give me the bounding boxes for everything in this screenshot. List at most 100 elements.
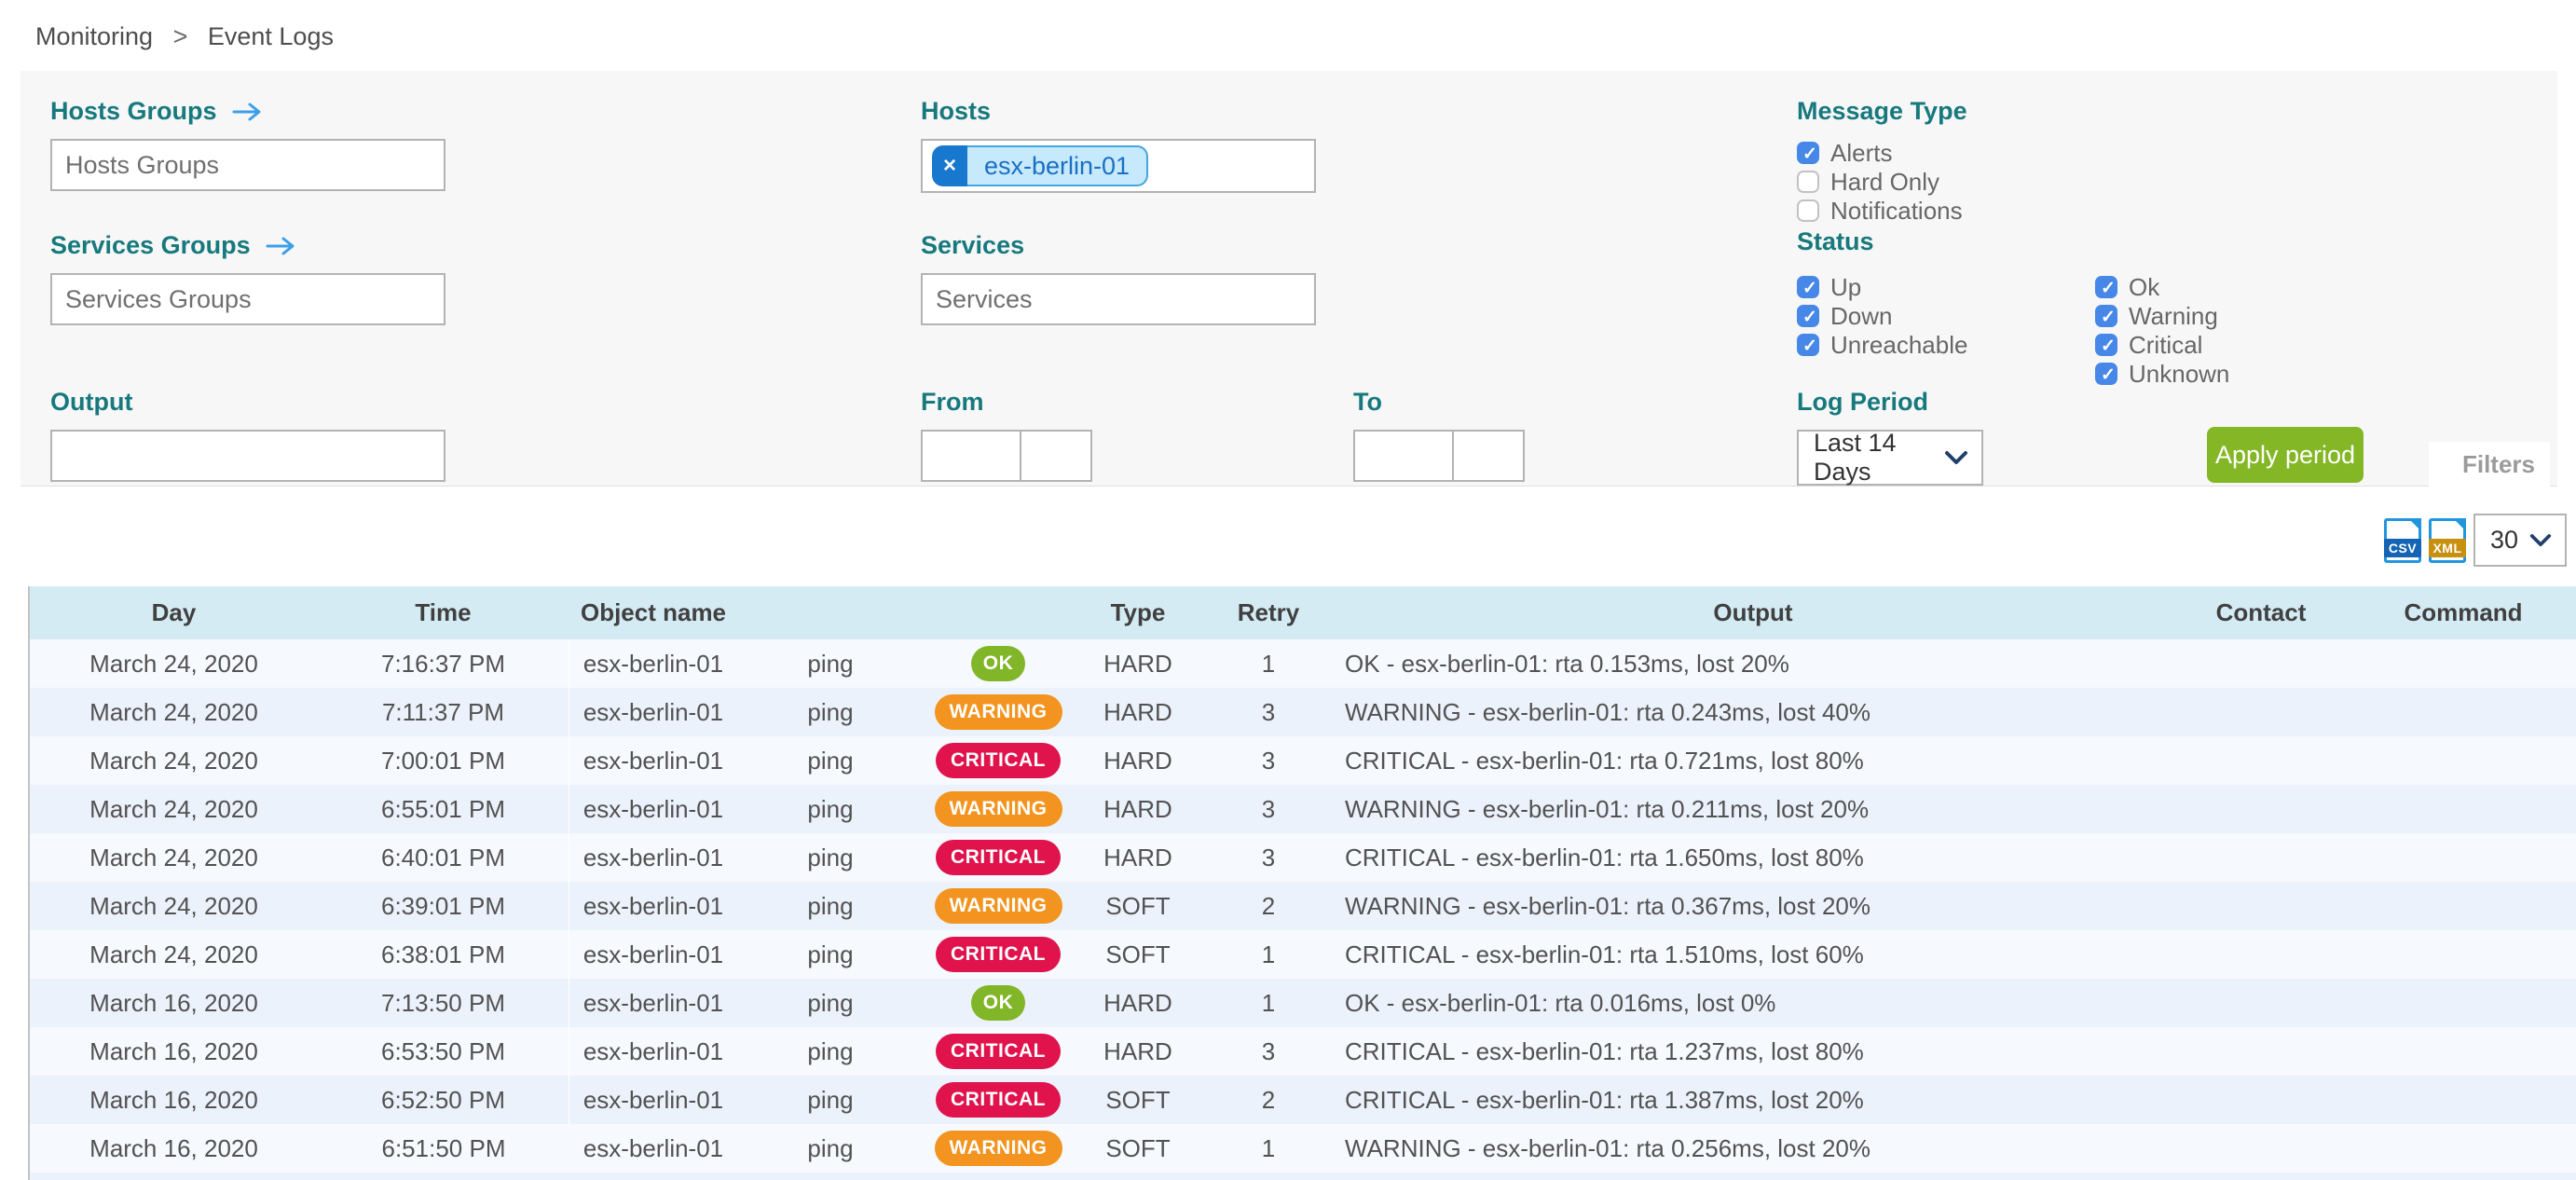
col-object-name: Object name [569,586,737,639]
table-row[interactable]: March 24, 2020 6:38:01 PM esx-berlin-01 … [29,930,2576,979]
cell-contact [2172,736,2350,785]
status-badge: OK [970,646,1026,681]
checkbox[interactable] [1797,334,1821,358]
checkbox[interactable] [1797,276,1821,300]
col-output: Output [1334,586,2172,639]
export-csv-icon[interactable]: CSV [2384,517,2421,563]
checkbox[interactable] [1797,142,1821,166]
status-badge: CRITICAL [936,1034,1061,1069]
log-period-filter: Log Period Last 14 Days [1797,388,1983,486]
filters-tab[interactable]: Filters [2429,442,2550,487]
export-xml-icon[interactable]: XML [2429,517,2466,563]
table-row[interactable]: March 16, 2020 7:13:50 PM esx-berlin-01 … [29,979,2576,1027]
services-input[interactable] [921,273,1316,325]
arrow-right-icon[interactable] [232,102,266,122]
cell-contact [2172,979,2350,1027]
cell-output: WARNING - esx-berlin-01: rta 0.256ms, lo… [1334,1124,2172,1173]
checkbox-option-unknown[interactable]: Unknown [2095,360,2229,388]
breadcrumb-monitoring[interactable]: Monitoring [35,22,154,50]
checkbox-option-hard-only[interactable]: Hard Only [1797,168,1967,196]
cell-service: ping [737,1076,924,1124]
cell-time: 6:51:50 PM [318,1124,569,1173]
hosts-groups-input[interactable] [50,139,445,191]
cell-contact [2172,882,2350,930]
cell-command [2350,1027,2576,1076]
cell-day: March 24, 2020 [29,785,318,833]
services-groups-filter: Services Groups [50,231,445,325]
checkbox[interactable] [2095,363,2119,387]
cell-contact [2172,930,2350,979]
cell-object-name: esx-berlin-01 [569,882,737,930]
breadcrumb-event-logs[interactable]: Event Logs [207,22,334,50]
cell-day: March 24, 2020 [29,833,318,882]
cell-time: 6:53:50 PM [318,1027,569,1076]
checkbox-option-unreachable[interactable]: Unreachable [1797,331,2006,359]
message-type-filter: Message Type Alerts Hard Only Notificati… [1797,97,1967,226]
table-row[interactable]: March 16, 2020 6:53:50 PM esx-berlin-01 … [29,1027,2576,1076]
cell-service: ping [737,882,924,930]
checkbox[interactable] [1797,199,1819,222]
cell-time: 7:13:50 PM [318,979,569,1027]
checkbox-option-notifications[interactable]: Notifications [1797,197,1967,225]
cell-retry: 1 [1203,639,1334,688]
checkbox[interactable] [2095,305,2119,329]
apply-period-button[interactable]: Apply period [2207,427,2364,483]
table-row[interactable]: March 24, 2020 6:39:01 PM esx-berlin-01 … [29,882,2576,930]
cell-status: CRITICAL [924,736,1073,785]
cell-time: 6:40:01 PM [318,833,569,882]
checkbox[interactable] [1797,171,1819,193]
cell-contact [2172,785,2350,833]
table-row[interactable]: March 24, 2020 6:40:01 PM esx-berlin-01 … [29,833,2576,882]
cell-service: ping [737,736,924,785]
cell-day: March 24, 2020 [29,688,318,736]
host-chip: × esx-berlin-01 [932,145,1149,186]
arrow-right-icon[interactable] [266,236,299,256]
cell-service: ping [737,639,924,688]
cell-object-name: esx-berlin-01 [569,1076,737,1124]
table-row[interactable]: March 16, 2020 6:51:50 PM esx-berlin-01 … [29,1124,2576,1173]
cell-type: SOFT [1073,1124,1203,1173]
checkbox[interactable] [1797,305,1821,329]
table-row[interactable]: March 24, 2020 7:00:01 PM esx-berlin-01 … [29,736,2576,785]
cell-time: 6:52:50 PM [318,1076,569,1124]
to-date-input[interactable] [1353,430,1454,482]
cell-command [2350,833,2576,882]
cell-command [2350,639,2576,688]
checkbox[interactable] [2095,334,2119,358]
to-filter: To [1353,388,1525,482]
from-time-input[interactable] [1020,430,1092,482]
services-filter: Services [921,231,1316,325]
status-badge: WARNING [934,694,1062,730]
checkbox-option-down[interactable]: Down [1797,302,2006,330]
hosts-input[interactable]: × esx-berlin-01 [921,139,1316,193]
hosts-groups-label: Hosts Groups [50,97,445,126]
output-input[interactable] [50,430,445,482]
cell-retry: 1 [1203,979,1334,1027]
page-size-select[interactable]: 30 [2473,514,2567,567]
table-row[interactable]: March 24, 2020 7:11:37 PM esx-berlin-01 … [29,688,2576,736]
checkbox-option-critical[interactable]: Critical [2095,331,2229,359]
status-badge: WARNING [934,1131,1062,1166]
checkbox-option-up[interactable]: Up [1797,273,2006,301]
checkbox[interactable] [2095,276,2119,300]
table-row[interactable]: March 24, 2020 6:55:01 PM esx-berlin-01 … [29,785,2576,833]
to-time-input[interactable] [1452,430,1525,482]
event-log-table: Day Time Object name Type Retry Output Contact… [28,586,2576,1173]
checkbox-label: Ok [2129,272,2160,301]
status-badge: CRITICAL [936,840,1061,875]
checkbox-option-alerts[interactable]: Alerts [1797,139,1967,167]
chip-remove-icon[interactable]: × [932,145,967,186]
services-groups-input[interactable] [50,273,445,325]
cell-command [2350,1076,2576,1124]
cell-object-name: esx-berlin-01 [569,979,737,1027]
checkbox-option-warning[interactable]: Warning [2095,302,2229,330]
cell-type: SOFT [1073,882,1203,930]
table-row[interactable]: March 16, 2020 6:52:50 PM esx-berlin-01 … [29,1076,2576,1124]
checkbox-label: Down [1830,301,1893,330]
table-row[interactable]: March 24, 2020 7:16:37 PM esx-berlin-01 … [29,639,2576,688]
status-options-host: Up Down Unreachable [1797,273,2006,389]
from-date-input[interactable] [921,430,1021,482]
log-period-select[interactable]: Last 14 Days [1797,429,1983,486]
checkbox-option-ok[interactable]: Ok [2095,273,2229,301]
cell-retry: 3 [1203,1027,1334,1076]
